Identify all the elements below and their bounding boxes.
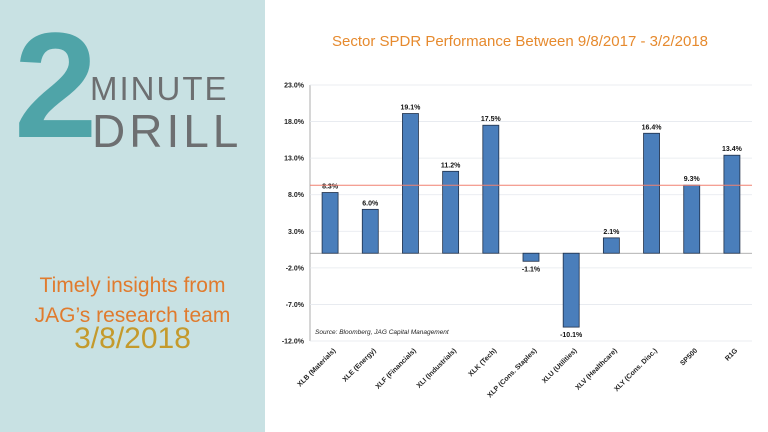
- y-tick-label: 8.0%: [288, 192, 305, 199]
- x-tick-label: XLY (Cons. Disc.): [613, 347, 659, 393]
- bar: [562, 252, 580, 328]
- data-label: -10.1%: [560, 332, 583, 339]
- bar: [723, 154, 741, 254]
- data-label: 8.3%: [322, 184, 339, 191]
- data-label: 9.3%: [684, 176, 701, 183]
- data-label: 11.2%: [441, 162, 461, 169]
- bar: [402, 113, 419, 254]
- bar: [602, 237, 620, 254]
- x-tick-label: SP500: [679, 347, 699, 367]
- bar: [522, 252, 540, 262]
- data-label: 2.1%: [603, 229, 620, 236]
- bar: [361, 208, 379, 254]
- y-tick-label: -2.0%: [286, 265, 305, 272]
- chart-title: Sector SPDR Performance Between 9/8/2017…: [331, 33, 709, 50]
- data-label: 19.1%: [401, 105, 422, 112]
- brand-word-minute: MINUTE: [90, 70, 229, 107]
- x-tick-label: XLF (Financials): [375, 347, 418, 390]
- brand-number: 2: [14, 1, 97, 169]
- x-tick-label: XLI (Industrials): [416, 347, 458, 389]
- y-tick-label: -12.0%: [282, 339, 305, 346]
- data-label: 6.0%: [362, 200, 379, 207]
- bar: [683, 184, 701, 254]
- data-label: 13.4%: [722, 146, 743, 153]
- data-label: -1.1%: [522, 266, 541, 273]
- x-tick-label: R1G: [724, 347, 740, 363]
- y-tick-label: -7.0%: [286, 302, 305, 309]
- y-tick-label: 18.0%: [284, 119, 305, 126]
- tagline-line1: Timely insights from: [39, 274, 226, 297]
- data-label: 16.4%: [642, 124, 663, 131]
- x-tick-label: XLE (Energy): [342, 347, 378, 383]
- data-label: 17.5%: [481, 116, 502, 123]
- bar: [643, 132, 660, 254]
- x-tick-label: XLK (Tech): [468, 347, 499, 378]
- bar: [321, 192, 339, 254]
- x-tick-label: XLV (Healthcare): [575, 347, 619, 391]
- bar: [442, 170, 460, 254]
- y-tick-label: 23.0%: [284, 83, 305, 90]
- brand-panel: 2 MINUTE DRILL Timely insights from JAG’…: [0, 0, 265, 432]
- x-tick-label: XLU (Utilities): [541, 347, 578, 384]
- report-date: 3/8/2018: [74, 322, 191, 355]
- tagline-line2: JAG’s research team: [34, 304, 231, 327]
- bar: [482, 124, 500, 254]
- brand-word-drill: DRILL: [92, 105, 243, 157]
- source-note: Source: Bloomberg, JAG Capital Managemen…: [315, 329, 450, 336]
- x-tick-label: XLB (Materials): [297, 347, 338, 388]
- y-tick-label: 3.0%: [288, 229, 305, 236]
- y-tick-label: 13.0%: [284, 156, 305, 163]
